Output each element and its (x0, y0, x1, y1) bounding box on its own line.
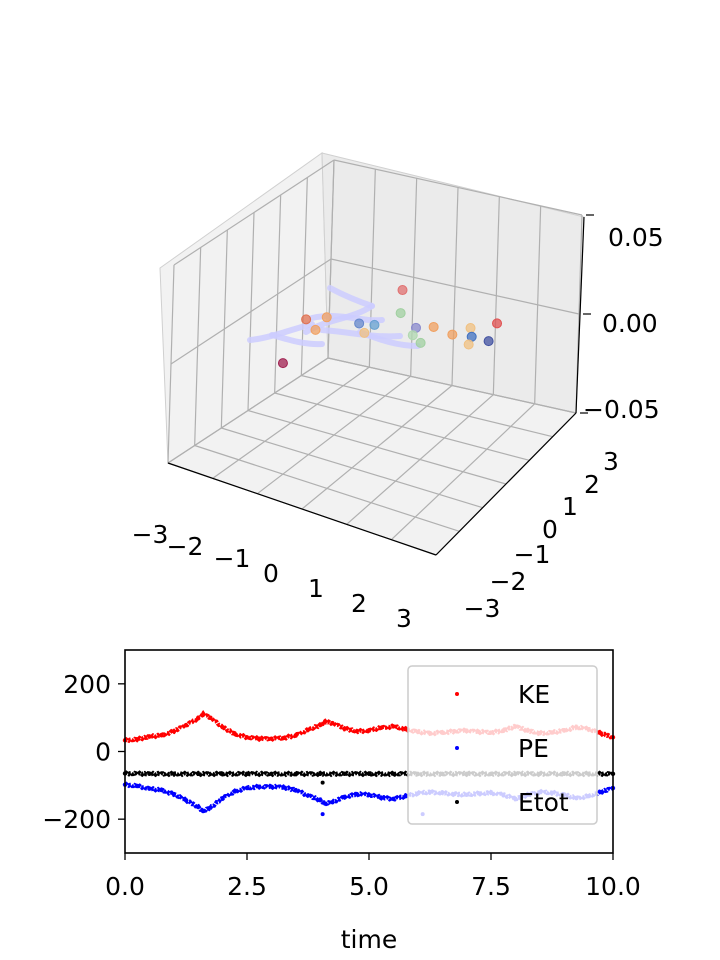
particle-point (407, 330, 418, 341)
x-tick-label: 0.0 (105, 872, 145, 901)
legend-label: Etot (518, 788, 569, 817)
particle-point (428, 321, 439, 332)
particle-point (310, 324, 321, 335)
y-tick-label: −3 (464, 594, 501, 623)
particle-point (492, 318, 503, 329)
x-tick-label: −1 (214, 544, 251, 573)
grid-3d (167, 159, 583, 556)
particle-point (415, 337, 426, 348)
x-tick-label: 7.5 (471, 872, 511, 901)
particle-point (483, 336, 494, 347)
legend-items: KE PE Etot (455, 680, 569, 817)
particle-point (395, 308, 406, 319)
x-axis-label: time (341, 925, 397, 954)
particle-point (463, 339, 474, 350)
x-tick-label: −2 (167, 532, 204, 561)
x-tick-label: 2.5 (227, 872, 267, 901)
particle-point (321, 312, 332, 323)
x-tick-label: 0 (263, 559, 279, 588)
grid-line (327, 357, 577, 414)
particle-point (447, 329, 458, 340)
axes-2d: 0.0 2.5 5.0 7.5 10.0 200 0 −200 time KE PE Etot (42, 649, 641, 954)
x-tick-label: 1 (308, 574, 324, 603)
legend-label: PE (518, 734, 549, 763)
y-axis-line (435, 412, 577, 556)
grid-line (330, 258, 580, 315)
particle-point (359, 327, 370, 338)
z-tick-label: −0.05 (583, 395, 660, 424)
x-tick-label: 10.0 (585, 872, 641, 901)
grid-line (167, 357, 329, 464)
y-tick-label: 1 (562, 492, 578, 521)
x-tick-label: 3 (396, 604, 412, 633)
particle-point (354, 318, 365, 329)
particle-trail (269, 332, 325, 348)
legend-label: KE (518, 680, 550, 709)
z-tick-label: 0.00 (602, 309, 658, 338)
particle-trail (327, 285, 375, 309)
grid-line (173, 159, 335, 266)
particle-point (369, 319, 380, 330)
y-tick-label: −2 (490, 567, 527, 596)
outlier-point (320, 812, 325, 817)
x-axis-line (167, 462, 437, 556)
z-axis-line (575, 216, 585, 414)
particles (277, 285, 503, 369)
ticks-2d: 0.0 2.5 5.0 7.5 10.0 200 0 −200 (42, 670, 641, 901)
y-tick-label: −1 (514, 540, 551, 569)
grid-line (333, 159, 583, 216)
y-tick-label: 0 (542, 515, 558, 544)
particle-point (277, 358, 288, 369)
y-tick-label: 200 (63, 670, 111, 699)
particle-point (465, 323, 476, 334)
particle-trail (247, 321, 315, 343)
legend-marker (455, 692, 459, 696)
y-tick-label: 0 (95, 738, 111, 767)
legend-marker (455, 746, 459, 750)
legend: KE PE Etot (407, 665, 598, 825)
outlier-point (320, 780, 325, 785)
grid-line (170, 258, 332, 365)
legend-box (407, 665, 598, 825)
x-tick-label: −3 (132, 520, 169, 549)
z-tick-label: 0.05 (608, 223, 664, 252)
particle-point (301, 314, 312, 325)
y-tick-label: 3 (603, 447, 619, 476)
y-tick-label: −200 (42, 805, 111, 834)
grid-line (301, 374, 553, 438)
x-tick-label: 5.0 (349, 872, 389, 901)
particle-point (397, 285, 408, 296)
y-tick-label: 2 (584, 470, 600, 499)
legend-marker (455, 800, 459, 804)
x-tick-label: 2 (351, 589, 367, 618)
